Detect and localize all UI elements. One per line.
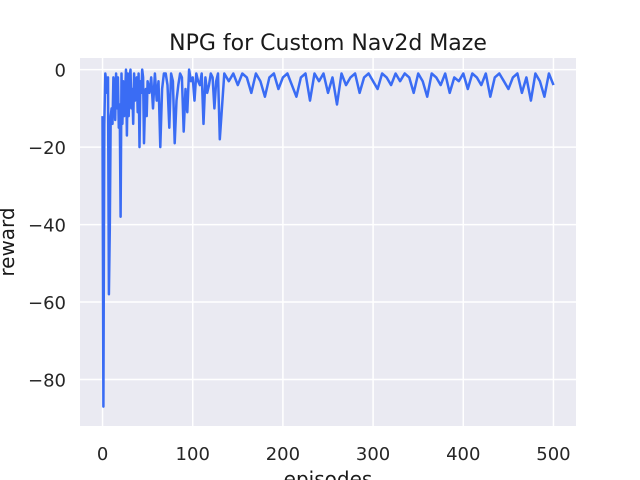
y-axis-label: reward <box>0 207 19 276</box>
x-tick-label: 500 <box>536 444 570 465</box>
grid <box>80 58 576 426</box>
y-tick-label: −80 <box>28 371 66 392</box>
x-tick-label: 400 <box>446 444 480 465</box>
x-tick-label: 200 <box>266 444 300 465</box>
y-tick-label: 0 <box>55 61 66 82</box>
series <box>101 68 555 408</box>
x-tick-label: 300 <box>356 444 390 465</box>
y-tick-label: −40 <box>28 216 66 237</box>
x-tick-label: 100 <box>176 444 210 465</box>
chart-title: NPG for Custom Nav2d Maze <box>169 31 487 56</box>
y-tick-label: −60 <box>28 293 66 314</box>
y-tick-label: −20 <box>28 138 66 159</box>
plot-area <box>80 58 576 426</box>
x-axis-label: episodes <box>284 467 373 480</box>
reward-series-line <box>101 68 555 408</box>
x-tick-label: 0 <box>97 444 108 465</box>
ticks: 0 100 200 300 400 500 0 −20 −40 −60 −80 <box>28 61 571 465</box>
